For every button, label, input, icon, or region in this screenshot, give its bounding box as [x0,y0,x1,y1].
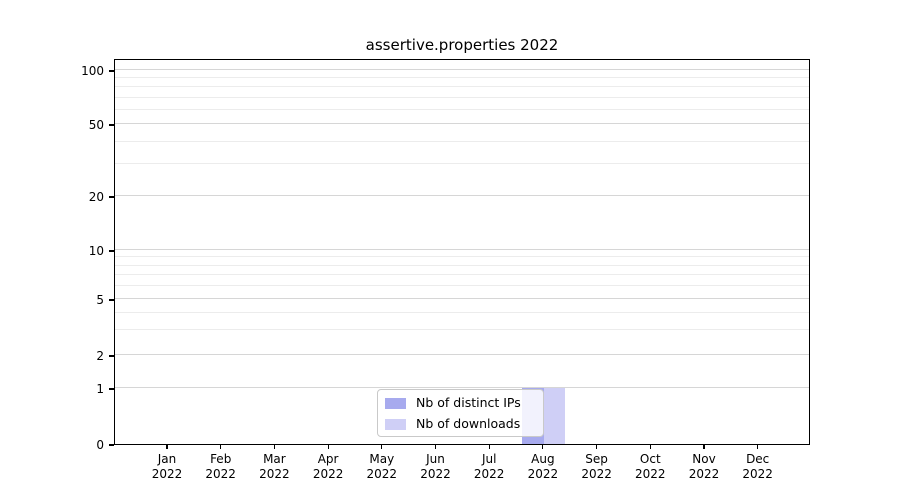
x-tick-mark [649,445,651,449]
minor-gridline [115,264,809,266]
y-tick-label: 50 [88,118,104,132]
x-tick-mark [273,445,275,449]
legend-label: Nb of downloads [416,416,521,431]
minor-gridline [115,108,809,110]
x-tick-mark [757,445,759,449]
y-tick-label: 10 [88,244,104,258]
x-tick-label: Feb 2022 [205,452,236,481]
major-gridline [115,123,809,124]
x-tick-label: Nov 2022 [688,452,720,481]
minor-gridline [115,329,809,331]
legend-row: Nb of downloads [378,414,543,435]
x-tick-mark [703,445,705,449]
y-tick-mark [109,444,114,446]
x-tick-label: May 2022 [366,452,398,481]
legend-label: Nb of distinct IPs [416,395,521,410]
bar-nb-of-downloads-aug-2022 [543,388,566,444]
minor-gridline [115,311,809,313]
minor-gridline [115,140,809,142]
major-gridline [115,195,809,196]
x-tick-mark [166,445,168,449]
y-tick-mark [109,124,114,126]
x-tick-label: Aug 2022 [527,452,559,481]
x-tick-label: Mar 2022 [259,452,290,481]
minor-gridline [115,86,809,88]
y-tick-mark [109,388,114,390]
x-tick-label: Jan 2022 [151,452,183,481]
x-tick-label: Jul 2022 [473,452,505,481]
x-tick-mark [434,445,437,449]
legend: Nb of distinct IPs Nb of downloads [377,389,544,437]
x-tick-mark [542,445,544,449]
legend-swatch-icon [385,398,406,409]
x-tick-mark [596,445,598,449]
y-tick-label: 2 [96,349,104,363]
major-gridline [115,298,809,299]
x-tick-mark [488,445,490,449]
x-tick-label: Dec 2022 [742,452,773,481]
minor-gridline [115,96,809,98]
major-gridline [115,354,809,355]
x-tick-label: Sep 2022 [581,452,612,481]
x-tick-label: Oct 2022 [635,452,666,481]
x-tick-mark [220,445,222,449]
legend-row: Nb of distinct IPs [378,393,543,414]
y-tick-mark [109,355,114,357]
minor-gridline [115,77,809,79]
chart-title: assertive.properties 2022 [365,36,559,54]
y-tick-mark [109,299,114,301]
x-tick-label: Jun 2022 [420,452,451,481]
y-tick-mark [109,196,114,198]
minor-gridline [115,285,809,287]
x-tick-label: Apr 2022 [312,452,344,481]
major-gridline [115,249,809,250]
major-gridline [115,387,809,388]
x-tick-mark [381,445,383,449]
y-tick-label: 1 [96,382,104,396]
y-tick-label: 5 [96,293,104,307]
minor-gridline [115,163,809,165]
legend-swatch-icon [385,419,406,430]
y-tick-mark [109,70,114,72]
major-gridline [115,69,809,70]
y-tick-label: 100 [81,64,104,78]
x-tick-mark [327,445,329,449]
minor-gridline [115,256,809,258]
plot-area [114,59,810,445]
y-tick-mark [109,250,114,252]
y-tick-label: 20 [88,190,104,204]
y-tick-label: 0 [96,438,104,452]
minor-gridline [115,274,809,276]
